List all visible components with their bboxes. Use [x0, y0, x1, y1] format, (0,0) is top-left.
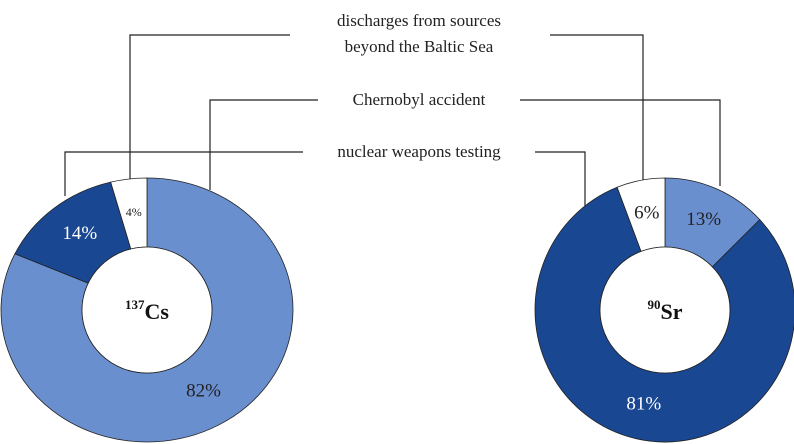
center-label-superscript: 137 — [125, 297, 145, 312]
donut-hole — [81, 246, 213, 374]
legend-label: nuclear weapons testing — [303, 139, 535, 165]
value-label: 81% — [626, 394, 661, 415]
value-label: 4% — [126, 205, 142, 219]
leader-line — [550, 34, 644, 190]
center-label-superscript: 90 — [648, 297, 661, 312]
center-label-element: Cs — [145, 299, 170, 324]
leader-line — [209, 99, 320, 190]
center-label: 90Sr — [648, 297, 683, 324]
value-label: 14% — [62, 223, 97, 244]
value-label: 13% — [686, 209, 721, 230]
leader-line — [64, 151, 310, 196]
legend-label: Chernobyl accident — [318, 87, 520, 113]
donut-hole — [599, 246, 731, 374]
leader-line — [129, 34, 290, 192]
legend-label: discharges from sources beyond the Balti… — [308, 8, 530, 60]
value-label: 82% — [186, 381, 221, 402]
leader-line — [525, 151, 586, 212]
center-label-element: Sr — [661, 299, 683, 324]
value-label: 6% — [634, 203, 660, 224]
center-label: 137Cs — [125, 297, 169, 324]
leader-line — [520, 99, 721, 186]
